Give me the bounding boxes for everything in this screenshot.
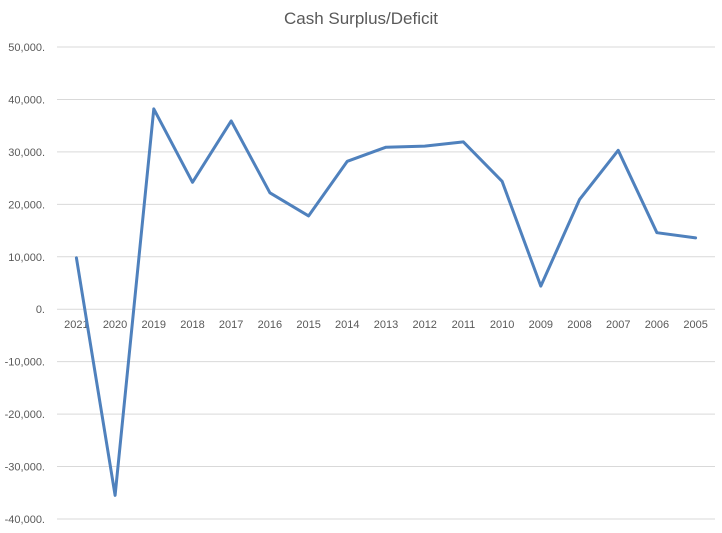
x-tick-label: 2009 — [529, 319, 553, 331]
x-tick-label: 2007 — [606, 319, 630, 331]
y-tick-label: 0. — [36, 304, 45, 316]
y-tick-label: -30,000. — [5, 462, 45, 474]
x-tick-label: 2006 — [645, 319, 669, 331]
x-tick-label: 2021 — [64, 319, 88, 331]
x-axis-tick-labels: 2021 2020 2019 2018 2017 2016 2015 2014 2013 2012… — [64, 319, 708, 331]
y-tick-label: -20,000. — [5, 409, 45, 421]
x-tick-label: 2013 — [374, 319, 398, 331]
x-tick-label: 2008 — [567, 319, 591, 331]
x-tick-label: 2019 — [142, 319, 166, 331]
x-tick-label: 2020 — [103, 319, 127, 331]
series-line — [74, 107, 698, 497]
y-tick-label: -40,000. — [5, 514, 45, 526]
y-tick-label: 30,000. — [8, 147, 45, 159]
chart-title: Cash Surplus/Deficit — [283, 9, 438, 28]
x-tick-label: 2016 — [258, 319, 282, 331]
gridlines — [57, 46, 715, 520]
x-tick-label: 2012 — [412, 319, 436, 331]
x-tick-label: 2015 — [296, 319, 320, 331]
x-tick-label: 2011 — [452, 319, 476, 331]
series-layer — [74, 107, 698, 497]
x-tick-label: 2014 — [335, 319, 359, 331]
y-tick-label: 40,000. — [8, 94, 45, 106]
x-tick-label: 2010 — [490, 319, 514, 331]
y-tick-label: 20,000. — [8, 199, 45, 211]
y-tick-label: -10,000. — [5, 357, 45, 369]
y-tick-label: 10,000. — [8, 252, 45, 264]
x-tick-label: 2018 — [180, 319, 204, 331]
y-axis-tick-labels: 50,000. 40,000. 30,000. 20,000. 10,000. 0. -10… — [5, 42, 45, 526]
x-tick-label: 2005 — [683, 319, 707, 331]
x-tick-label: 2017 — [219, 319, 243, 331]
y-tick-label: 50,000. — [8, 42, 45, 54]
